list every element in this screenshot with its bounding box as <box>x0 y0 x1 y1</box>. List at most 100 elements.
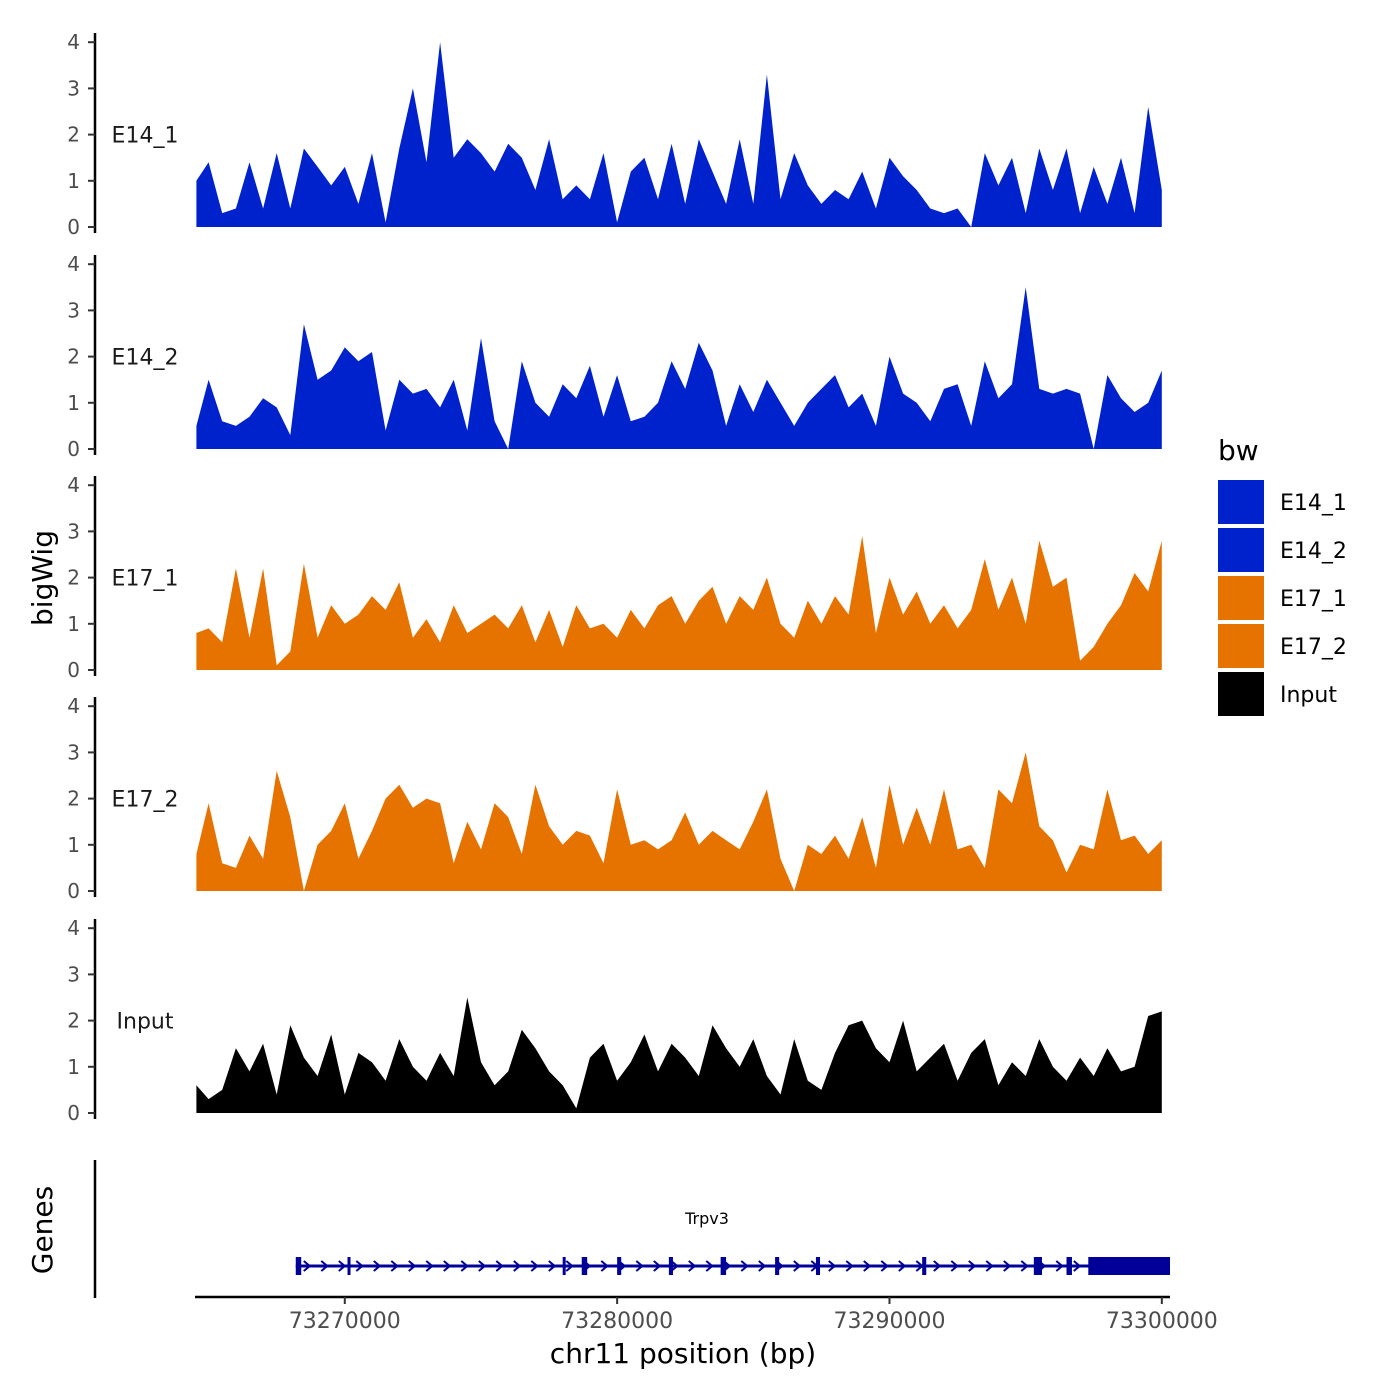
coverage-area-E14_1 <box>196 42 1162 228</box>
y-axis-title: bigWig <box>26 530 59 626</box>
y-tick-label-E17_1-4: 4 <box>67 473 80 497</box>
x-tick-label-73270000: 73270000 <box>289 1309 401 1334</box>
y-tick-label-E17_1-1: 1 <box>67 612 80 636</box>
y-tick-label-E17_2-0: 0 <box>67 879 80 903</box>
strand-arrow-icon <box>653 1260 662 1272</box>
track-E14_1: 0 1 2 3 4 E14_1 <box>67 30 1162 239</box>
gene-track-panel: Genes Trpv3 <box>26 1160 1170 1298</box>
gene-name-label: Trpv3 <box>684 1209 729 1228</box>
y-tick-label-Input-0: 0 <box>67 1101 80 1125</box>
y-tick-label-E14_2-4: 4 <box>67 252 80 276</box>
strand-arrow-icon <box>373 1260 382 1272</box>
y-tick-label-E14_2-3: 3 <box>67 298 80 322</box>
gene-exon-12 <box>1066 1257 1072 1275</box>
strand-arrow-icon <box>1020 1260 1029 1272</box>
strand-arrow-icon <box>758 1260 767 1272</box>
strand-arrow-icon <box>705 1260 714 1272</box>
strand-arrow-icon <box>408 1260 417 1272</box>
strand-arrow-icon <box>1073 1260 1082 1272</box>
gene-exon-6 <box>668 1257 673 1275</box>
track-label-E14_1: E14_1 <box>112 124 179 149</box>
strand-arrow-icon <box>863 1260 872 1272</box>
legend-key-E17_1 <box>1218 576 1264 620</box>
y-tick-label-E14_1-1: 1 <box>67 169 80 193</box>
coverage-area-E17_2 <box>196 752 1162 891</box>
gene-exon-4 <box>581 1257 588 1275</box>
track-label-E17_1: E17_1 <box>112 567 179 592</box>
x-tick-label-73280000: 73280000 <box>561 1309 673 1334</box>
x-axis-ticks: 73270000 73280000 73290000 73300000 <box>289 1297 1218 1334</box>
y-tick-label-Input-2: 2 <box>67 1009 80 1033</box>
strand-arrow-icon <box>390 1260 399 1272</box>
strand-arrow-icon <box>898 1260 907 1272</box>
gene-exon-11 <box>1033 1257 1042 1275</box>
y-tick-label-E14_2-0: 0 <box>67 437 80 461</box>
legend-label-Input: Input <box>1280 683 1337 708</box>
track-label-E17_2: E17_2 <box>112 788 179 813</box>
gene-exon-3 <box>562 1257 566 1275</box>
strand-arrow-icon <box>1003 1260 1012 1272</box>
gene-model-trpv3 <box>295 1257 1170 1275</box>
legend-label-E14_2: E14_2 <box>1280 539 1347 564</box>
legend-key-E14_2 <box>1218 528 1264 572</box>
y-tick-label-E14_1-2: 2 <box>67 123 80 147</box>
strand-arrow-icon <box>688 1260 697 1272</box>
y-tick-label-E14_1-4: 4 <box>67 30 80 54</box>
legend-key-Input <box>1218 672 1264 716</box>
y-tick-label-Input-1: 1 <box>67 1055 80 1079</box>
gene-exon-10 <box>922 1257 927 1275</box>
strand-arrow-icon <box>320 1260 329 1272</box>
y-tick-label-E17_2-1: 1 <box>67 833 80 857</box>
gene-exon-9 <box>815 1257 821 1275</box>
strand-arrow-icon <box>968 1260 977 1272</box>
strand-arrow-icon <box>495 1260 504 1272</box>
y-tick-label-E14_1-3: 3 <box>67 76 80 100</box>
coverage-area-E14_2 <box>196 287 1162 449</box>
gene-exon-2 <box>347 1257 351 1275</box>
track-label-Input: Input <box>117 1010 174 1035</box>
y-tick-label-Input-3: 3 <box>67 962 80 986</box>
strand-arrow-icon <box>600 1260 609 1272</box>
strand-arrow-icon <box>793 1260 802 1272</box>
strand-arrow-icon <box>985 1260 994 1272</box>
gene-exon-1 <box>295 1257 302 1275</box>
y-tick-label-E17_2-4: 4 <box>67 694 80 718</box>
y-tick-label-E17_2-2: 2 <box>67 787 80 811</box>
y-tick-label-E14_2-1: 1 <box>67 391 80 415</box>
gene-exon-7 <box>720 1257 727 1275</box>
strand-arrow-icon <box>530 1260 539 1272</box>
legend-items: E14_1 E14_2 E17_1 E17_2 Input <box>1218 480 1347 716</box>
x-tick-label-73300000: 73300000 <box>1106 1309 1218 1334</box>
strand-arrow-icon <box>740 1260 749 1272</box>
strand-arrow-icon <box>513 1260 522 1272</box>
legend-key-E14_1 <box>1218 480 1264 524</box>
track-label-E14_2: E14_2 <box>112 346 179 371</box>
legend-label-E17_2: E17_2 <box>1280 635 1347 660</box>
coverage-area-E17_1 <box>196 536 1162 670</box>
y-tick-label-E17_1-3: 3 <box>67 519 80 543</box>
strand-arrow-icon <box>565 1260 574 1272</box>
legend-key-E17_2 <box>1218 624 1264 668</box>
y-tick-label-Input-4: 4 <box>67 916 80 940</box>
legend-title: bw <box>1218 434 1259 467</box>
gene-exon-5 <box>617 1257 622 1275</box>
x-tick-label-73290000: 73290000 <box>833 1309 945 1334</box>
coverage-tracks: 0 1 2 3 4 E14_1 0 1 2 3 4 E14_2 0 1 2 3 4 E17_1 0 1 2 3 4 E17_2… <box>67 30 1162 1125</box>
strand-arrow-icon <box>478 1260 487 1272</box>
y-tick-label-E14_2-2: 2 <box>67 345 80 369</box>
gene-exon-13 <box>1088 1257 1170 1275</box>
strand-arrow-icon <box>845 1260 854 1272</box>
strand-arrow-icon <box>635 1260 644 1272</box>
strand-arrow-icon <box>1055 1260 1064 1272</box>
strand-arrow-icon <box>950 1260 959 1272</box>
strand-arrow-icon <box>933 1260 942 1272</box>
strand-arrow-icon <box>548 1260 557 1272</box>
track-Input: 0 1 2 3 4 Input <box>67 916 1162 1125</box>
y-tick-label-E17_1-0: 0 <box>67 658 80 682</box>
strand-arrow-icon <box>460 1260 469 1272</box>
legend-label-E17_1: E17_1 <box>1280 587 1347 612</box>
y-tick-label-E17_1-2: 2 <box>67 566 80 590</box>
strand-arrow-icon <box>828 1260 837 1272</box>
strand-arrow-icon <box>443 1260 452 1272</box>
